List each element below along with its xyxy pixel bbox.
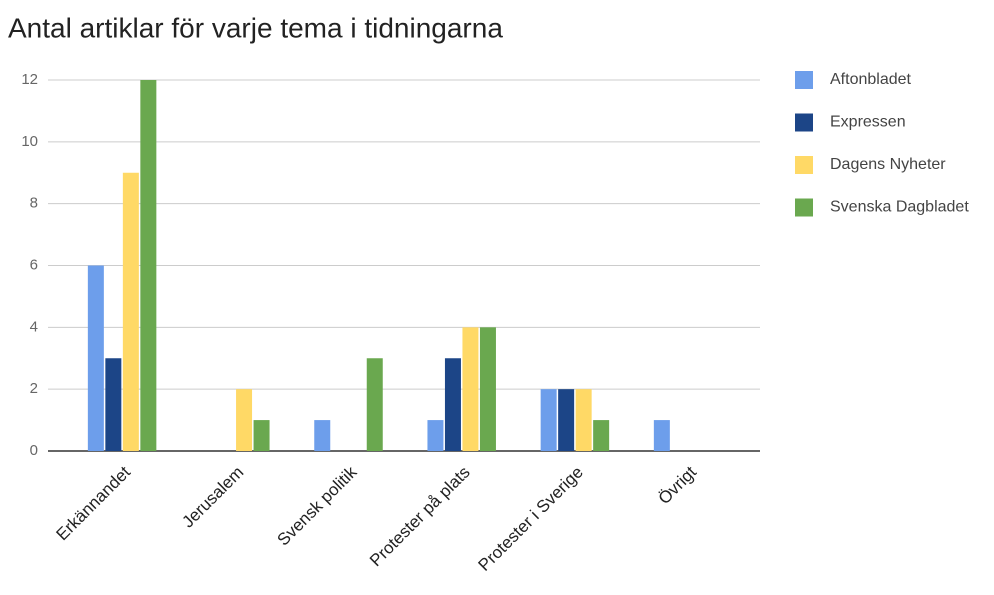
bar xyxy=(140,80,157,451)
legend-swatch xyxy=(795,198,813,217)
bar xyxy=(462,327,479,451)
y-tick-label: 10 xyxy=(21,133,38,150)
y-tick-label: 12 xyxy=(21,71,38,88)
bar xyxy=(122,172,139,451)
legend-label: Dagens Nyheter xyxy=(830,156,946,173)
y-tick-label: 0 xyxy=(30,442,38,459)
bar xyxy=(87,265,104,451)
bar xyxy=(653,420,670,451)
bar xyxy=(444,358,461,451)
x-tick-label: Protester på plats xyxy=(366,463,474,571)
bar xyxy=(253,420,270,451)
bar xyxy=(575,389,592,451)
bar xyxy=(593,420,610,451)
legend-label: Svenska Dagbladet xyxy=(830,199,969,216)
bar xyxy=(558,389,575,451)
bar xyxy=(366,358,383,451)
y-tick-label: 2 xyxy=(30,380,38,397)
y-tick-label: 8 xyxy=(30,195,38,212)
x-tick-label: Svensk politik xyxy=(274,462,361,549)
y-tick-label: 6 xyxy=(30,256,38,273)
x-tick-label: Erkännandet xyxy=(52,462,134,544)
legend-swatch xyxy=(795,71,813,89)
chart-title: Antal artiklar för varje tema i tidninga… xyxy=(8,12,503,43)
y-tick-label: 4 xyxy=(30,318,38,335)
legend-swatch xyxy=(795,113,813,132)
bar xyxy=(105,358,122,451)
bar xyxy=(314,420,331,451)
x-tick-label: Protester i Sverige xyxy=(475,463,587,575)
bar xyxy=(540,389,557,451)
bar xyxy=(427,420,444,451)
legend-label: Aftonbladet xyxy=(830,71,912,88)
bar xyxy=(479,327,496,451)
legend-swatch xyxy=(795,156,813,174)
x-tick-label: Jerusalem xyxy=(178,463,247,532)
x-tick-label: Övrigt xyxy=(655,462,701,508)
bar xyxy=(236,389,253,451)
legend-label: Expressen xyxy=(830,114,906,131)
